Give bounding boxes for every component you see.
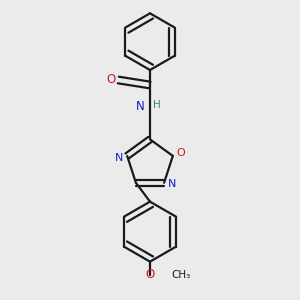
- Text: O: O: [146, 268, 154, 281]
- Text: O: O: [106, 74, 116, 86]
- Text: H: H: [154, 100, 161, 110]
- Text: N: N: [136, 100, 144, 113]
- Text: N: N: [115, 153, 123, 163]
- Text: CH₃: CH₃: [172, 270, 191, 280]
- Text: N: N: [168, 179, 177, 189]
- Text: O: O: [177, 148, 185, 158]
